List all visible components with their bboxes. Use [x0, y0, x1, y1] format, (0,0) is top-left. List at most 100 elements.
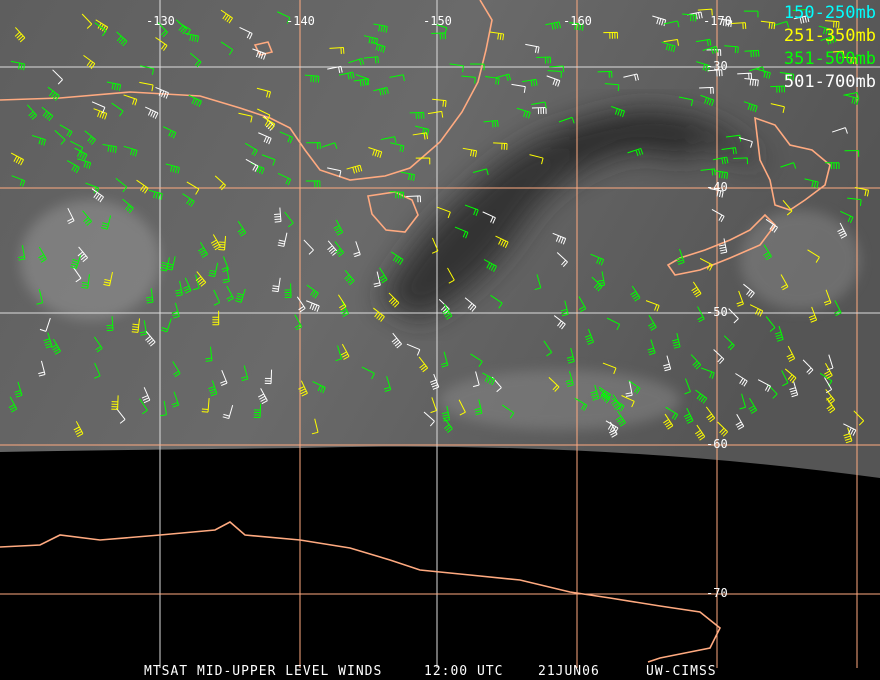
caption-time: 12:00 UTC: [424, 664, 504, 679]
wind-barb: [327, 240, 338, 256]
wind-barb: [842, 56, 857, 65]
wind-barb: [213, 289, 221, 306]
caption-source: UW-CIMSS: [646, 664, 717, 679]
latitude-label: -30: [706, 59, 728, 73]
latitude-label: -70: [706, 586, 728, 600]
wind-barb: [647, 339, 656, 356]
wind-barb: [106, 81, 122, 91]
wind-barb: [840, 210, 854, 224]
wind-barb: [603, 31, 618, 39]
wind-barb: [155, 86, 169, 99]
wind-barb: [214, 175, 226, 191]
wind-barb: [590, 253, 605, 266]
wind-barb: [597, 70, 613, 78]
wind-barb: [94, 22, 107, 37]
caption-product: MTSAT MID-UPPER LEVEL WINDS: [144, 664, 383, 679]
wind-barb: [684, 378, 691, 395]
coast-tasmania: [367, 191, 419, 233]
wind-barb: [172, 361, 181, 378]
wind-barb: [604, 83, 620, 92]
wind-barb: [743, 101, 758, 113]
wind-barb: [784, 368, 797, 384]
wind-barb: [361, 366, 375, 380]
wind-barb: [442, 303, 453, 320]
wind-barb: [474, 399, 483, 416]
wind-barb: [770, 85, 786, 93]
wind-barb: [843, 423, 857, 436]
wind-barb: [717, 421, 728, 437]
wind-barb: [279, 131, 294, 144]
wind-barb: [780, 274, 789, 291]
wind-barb: [10, 152, 24, 166]
wind-barb: [43, 332, 53, 349]
wind-barb: [383, 376, 392, 392]
wind-barb: [294, 314, 303, 331]
wind-barb: [123, 145, 138, 157]
wind-barb: [256, 87, 271, 98]
wind-barb: [298, 380, 308, 397]
wind-barb: [192, 274, 200, 291]
wind-barb: [81, 13, 93, 29]
wind-barb: [31, 135, 47, 146]
wind-barb: [696, 61, 711, 72]
wind-barb: [378, 267, 388, 284]
wind-barb: [485, 75, 500, 85]
wind-barb: [175, 280, 183, 297]
legend-item-501-700: 501-700mb: [783, 72, 876, 92]
wind-barb: [648, 314, 657, 331]
wind-barb: [837, 222, 848, 239]
legend-item-150-250: 150-250mb: [783, 3, 876, 23]
wind-barb: [702, 45, 719, 55]
wind-barb: [51, 338, 61, 355]
wind-barb: [558, 116, 575, 124]
wind-barb: [145, 106, 159, 119]
wind-barb: [574, 397, 588, 411]
wind-barb: [123, 94, 138, 106]
wind-barb: [141, 387, 151, 404]
wind-barb: [757, 379, 771, 392]
wind-barb: [697, 8, 713, 16]
wind-barb: [182, 193, 195, 207]
wind-barb: [102, 144, 117, 153]
wind-barb: [735, 413, 745, 430]
wind-barb: [717, 18, 733, 28]
wind-barb: [566, 347, 575, 364]
wind-barb: [36, 288, 44, 305]
wind-barb: [198, 242, 209, 258]
wind-barb: [597, 271, 606, 287]
wind-barb: [470, 353, 483, 368]
wind-barb: [165, 256, 176, 271]
wind-barb: [400, 171, 416, 181]
wind-barb: [139, 398, 148, 415]
wind-barb: [188, 94, 202, 108]
wind-barb: [782, 199, 793, 216]
wind-barb: [306, 284, 319, 299]
wind-barb: [93, 336, 103, 353]
wind-barb: [737, 72, 753, 80]
wind-barb: [711, 209, 725, 223]
wind-barb: [743, 283, 755, 299]
wind-barb: [353, 241, 361, 258]
wind-barb: [312, 381, 326, 394]
wind-barb: [208, 262, 219, 278]
wind-barb: [818, 25, 833, 36]
wind-barb: [52, 69, 63, 85]
wind-barb: [705, 406, 716, 423]
wind-barb: [472, 371, 480, 388]
wind-barb: [409, 111, 425, 119]
wind-barb: [406, 343, 421, 356]
wind-barb: [560, 300, 569, 317]
wind-barb: [344, 269, 355, 286]
wind-barb: [234, 288, 246, 303]
wind-barb: [602, 362, 617, 375]
wind-barb: [749, 66, 765, 73]
wind-barb: [652, 15, 667, 27]
wind-barb: [611, 106, 625, 118]
wind-barb: [699, 86, 714, 94]
wind-barb: [470, 63, 485, 71]
wind-barb: [77, 246, 89, 263]
wind-barb: [95, 19, 109, 33]
wind-barb: [81, 274, 90, 289]
wind-barb: [712, 156, 729, 165]
wind-barb: [735, 373, 748, 387]
